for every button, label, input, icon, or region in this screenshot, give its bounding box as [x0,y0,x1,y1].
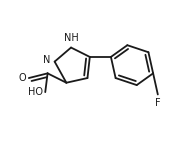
Text: F: F [155,98,161,108]
Text: HO: HO [28,87,43,97]
Text: O: O [19,73,26,83]
Text: N: N [43,55,50,65]
Text: NH: NH [64,33,78,43]
